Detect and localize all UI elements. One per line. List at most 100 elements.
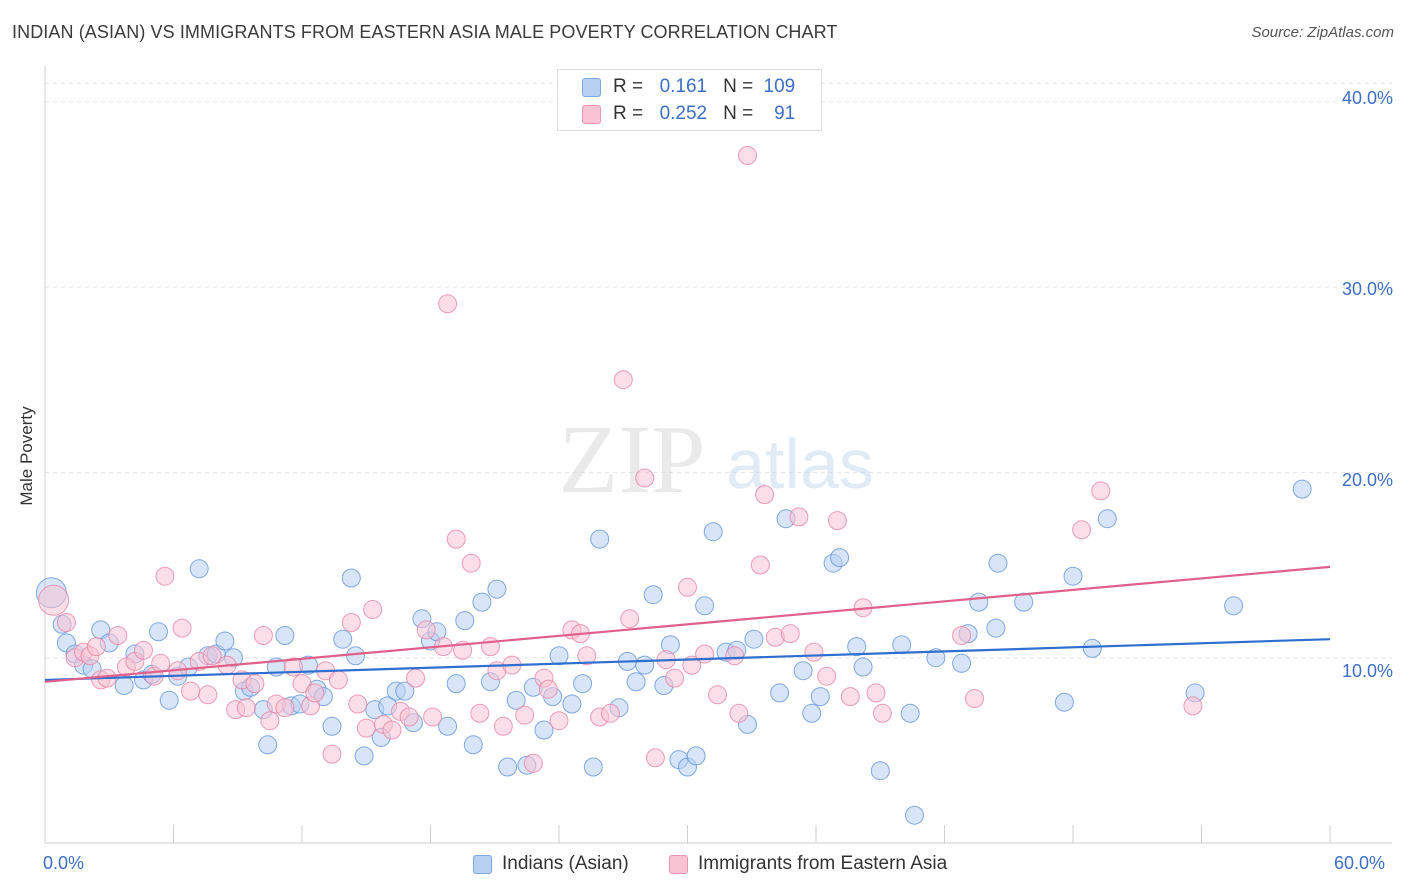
y-tick-label-20: 20.0% bbox=[1341, 470, 1393, 490]
point-immigrants bbox=[348, 694, 368, 714]
point-indians bbox=[905, 805, 924, 825]
point-immigrants bbox=[789, 507, 809, 527]
point-immigrants bbox=[406, 668, 425, 688]
axes bbox=[44, 66, 1392, 844]
point-indians bbox=[583, 757, 603, 777]
point-indians bbox=[534, 720, 554, 740]
point-indians bbox=[333, 629, 353, 649]
series-swatch-indians bbox=[473, 854, 492, 874]
series-legend-immigrants: Immigrants from Eastern Asia bbox=[669, 851, 947, 877]
point-indians bbox=[793, 661, 813, 681]
series-swatch-immigrants bbox=[669, 854, 688, 874]
point-immigrants bbox=[613, 370, 633, 390]
legend-r-label: R = bbox=[613, 103, 644, 124]
point-indians bbox=[354, 746, 374, 766]
point-immigrants bbox=[446, 529, 466, 549]
point-immigrants bbox=[56, 613, 76, 632]
point-indians bbox=[341, 568, 361, 588]
point-immigrants bbox=[1183, 696, 1203, 716]
point-immigrants bbox=[202, 646, 222, 666]
point-indians bbox=[926, 648, 946, 668]
trend-line-immigrants bbox=[44, 565, 1331, 683]
legend-r-label: R = bbox=[613, 76, 644, 97]
point-indians bbox=[346, 646, 365, 666]
point-indians bbox=[986, 618, 1006, 638]
point-indians bbox=[952, 653, 972, 673]
point-indians bbox=[892, 635, 912, 655]
point-immigrants bbox=[523, 753, 543, 773]
x-tick-label-min: 0.0% bbox=[43, 853, 85, 873]
point-indians bbox=[215, 631, 235, 651]
point-indians bbox=[1224, 596, 1244, 616]
point-indians bbox=[472, 592, 492, 612]
point-immigrants bbox=[665, 668, 685, 688]
point-indians bbox=[498, 757, 518, 777]
point-indians bbox=[149, 622, 168, 642]
point-immigrants bbox=[635, 468, 655, 488]
point-indians bbox=[703, 522, 723, 542]
point-immigrants bbox=[645, 748, 665, 768]
point-immigrants bbox=[399, 707, 419, 727]
point-indians bbox=[438, 716, 458, 736]
y-tick-label-40: 40.0% bbox=[1341, 88, 1393, 108]
point-immigrants bbox=[965, 689, 984, 708]
watermark: ZIP atlas bbox=[559, 406, 874, 514]
point-immigrants bbox=[515, 705, 535, 725]
point-indians bbox=[626, 672, 646, 692]
chart-title: INDIAN (ASIAN) VS IMMIGRANTS FROM EASTER… bbox=[12, 22, 838, 42]
point-immigrants bbox=[827, 511, 847, 531]
point-immigrants bbox=[1091, 481, 1111, 501]
legend-n-label: N = bbox=[723, 103, 754, 124]
point-immigrants bbox=[866, 683, 886, 703]
point-immigrants bbox=[356, 718, 376, 738]
trend-lines bbox=[44, 565, 1331, 683]
point-indians bbox=[1014, 592, 1034, 612]
legend-row-immigrants: R = 0.252 N = 91 bbox=[582, 103, 795, 125]
point-indians bbox=[506, 690, 526, 710]
point-indians bbox=[635, 655, 655, 675]
point-immigrants bbox=[275, 698, 295, 718]
point-indians bbox=[549, 646, 569, 666]
point-immigrants bbox=[872, 703, 892, 723]
point-indians bbox=[1292, 479, 1312, 499]
point-indians bbox=[1063, 566, 1083, 586]
point-immigrants bbox=[341, 613, 361, 632]
point-immigrants bbox=[678, 577, 697, 597]
point-immigrants bbox=[952, 626, 972, 645]
point-indians bbox=[1054, 692, 1074, 712]
trend-line-indians bbox=[44, 638, 1331, 682]
point-indians bbox=[258, 735, 278, 755]
point-immigrants bbox=[755, 485, 775, 505]
point-indians bbox=[695, 596, 715, 616]
watermark-zip: ZIP bbox=[559, 406, 706, 514]
point-immigrants bbox=[708, 685, 727, 705]
point-indians bbox=[562, 694, 582, 714]
point-immigrants bbox=[461, 553, 481, 573]
legend-swatch-immigrants bbox=[582, 104, 601, 124]
point-indians bbox=[159, 690, 179, 710]
point-immigrants bbox=[416, 620, 436, 640]
x-tick-label-max: 60.0% bbox=[1334, 853, 1386, 873]
source-credit: Source: ZipAtlas.com bbox=[1251, 24, 1394, 41]
point-immigrants bbox=[780, 624, 800, 644]
legend-r-value-immigrants: 0.252 bbox=[659, 103, 708, 124]
y-tick-label-10: 10.0% bbox=[1341, 661, 1393, 681]
point-immigrants bbox=[292, 674, 312, 694]
point-indians bbox=[802, 703, 822, 723]
point-indians bbox=[446, 674, 466, 694]
point-immigrants bbox=[817, 666, 837, 686]
data-points bbox=[35, 146, 1312, 825]
point-indians bbox=[900, 703, 920, 723]
point-indians bbox=[487, 579, 507, 599]
point-immigrants bbox=[493, 716, 513, 736]
series-name-immigrants: Immigrants from Eastern Asia bbox=[698, 853, 948, 874]
point-immigrants bbox=[600, 703, 620, 723]
gridlines bbox=[45, 82, 1392, 659]
point-immigrants bbox=[729, 703, 749, 723]
point-indians bbox=[455, 611, 475, 631]
point-immigrants bbox=[382, 720, 402, 740]
point-indians bbox=[853, 657, 873, 677]
point-immigrants bbox=[470, 703, 490, 723]
point-immigrants bbox=[328, 670, 348, 690]
